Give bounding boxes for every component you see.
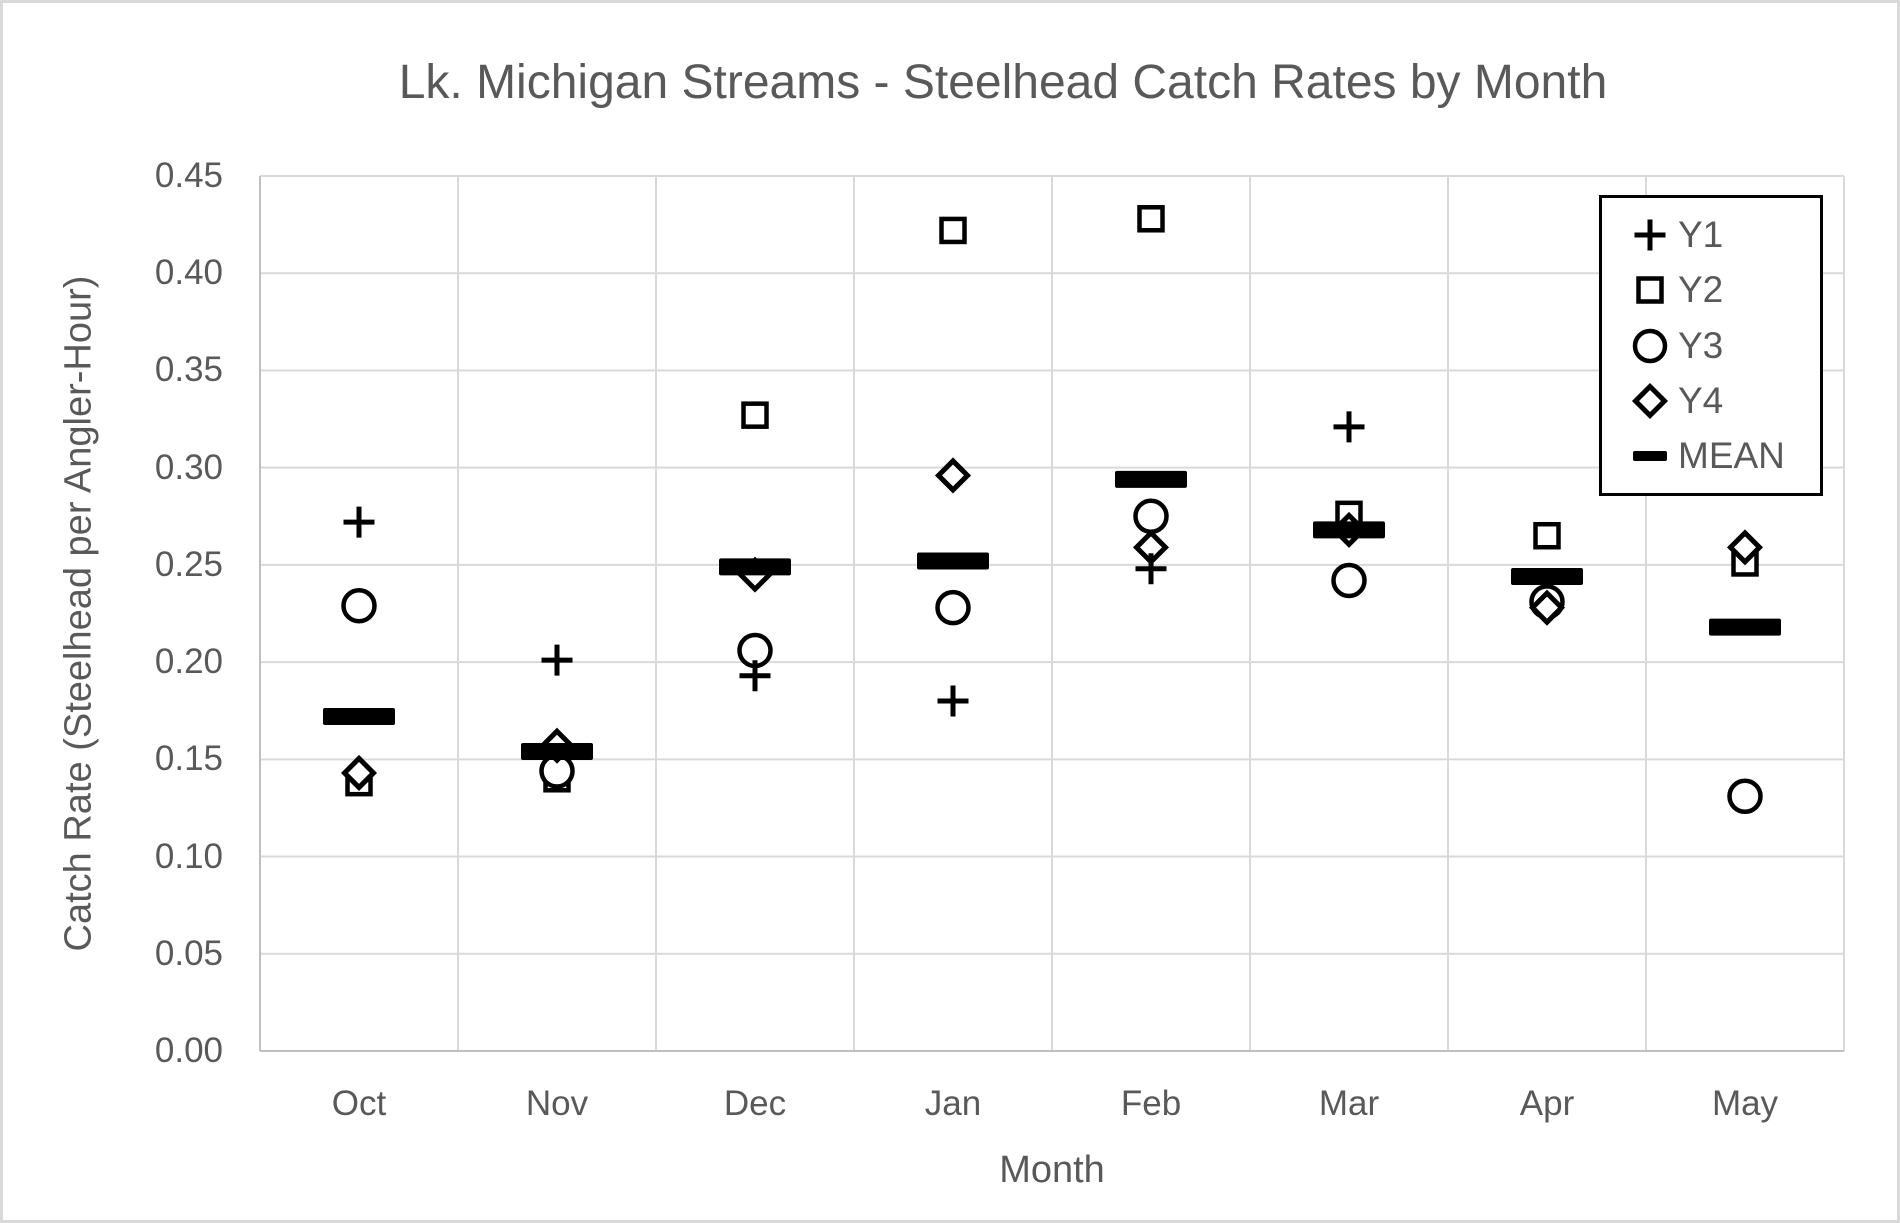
- legend-item-y2: Y2: [1628, 265, 1820, 315]
- marker-mean: [1511, 568, 1583, 586]
- marker-y4: [934, 457, 972, 494]
- marker-y1: [1333, 411, 1365, 443]
- marker-y1: [343, 506, 375, 538]
- square-marker-icon: [1636, 276, 1664, 304]
- marker-y3: [1727, 778, 1763, 815]
- marker-y4: [340, 754, 378, 791]
- plus-marker-icon: [1634, 219, 1666, 251]
- marker-y4: [1726, 529, 1764, 566]
- x-tick-label: Mar: [1318, 1084, 1380, 1123]
- circle-marker-icon: [1632, 328, 1668, 363]
- marker-y1: [1135, 553, 1167, 585]
- legend-item-y3: Y3: [1628, 321, 1820, 371]
- legend-label: MEAN: [1678, 435, 1785, 476]
- y-tick-label: 0.05: [154, 933, 223, 973]
- x-tick-label: Nov: [525, 1084, 589, 1123]
- x-tick-label: Jan: [924, 1084, 982, 1123]
- marker-mean: [917, 552, 989, 570]
- marker-y2: [1137, 205, 1165, 233]
- x-tick-label: Dec: [723, 1084, 787, 1123]
- marker-y1: [739, 660, 771, 692]
- y-tick-label: 0.40: [154, 253, 223, 293]
- marker-mean: [1115, 470, 1187, 488]
- legend: Y1 Y2 Y3 Y4 MEAN: [1599, 195, 1823, 496]
- plot-area: [259, 175, 1845, 1052]
- marker-y3: [1331, 562, 1367, 599]
- x-tick-label: Apr: [1519, 1084, 1575, 1123]
- x-tick-label: May: [1711, 1084, 1779, 1123]
- marker-mean: [1709, 618, 1781, 636]
- legend-label: Y4: [1678, 379, 1724, 421]
- legend-item-y1: Y1: [1628, 210, 1820, 260]
- legend-item-y4: Y4: [1628, 376, 1820, 426]
- y-tick-label: 0.00: [154, 1031, 223, 1070]
- legend-label: Y3: [1678, 324, 1724, 366]
- x-tick-label: Oct: [331, 1084, 387, 1123]
- y-tick-label: 0.20: [154, 642, 223, 682]
- marker-y1: [937, 685, 969, 717]
- y-tick-label: 0.25: [154, 544, 223, 584]
- marker-y3: [341, 587, 377, 624]
- marker-y3: [935, 589, 971, 626]
- legend-item-mean: MEAN: [1628, 431, 1820, 481]
- dash-marker-icon: [1633, 451, 1667, 461]
- legend-label: Y2: [1678, 269, 1724, 311]
- legend-label: Y1: [1678, 214, 1724, 255]
- diamond-marker-icon: [1631, 382, 1669, 419]
- marker-y1: [541, 644, 573, 676]
- chart-title: Lk. Michigan Streams - Steelhead Catch R…: [398, 56, 1608, 109]
- y-tick-label: 0.30: [154, 447, 223, 487]
- y-tick-label: 0.45: [154, 156, 223, 195]
- x-axis-title: Month: [999, 1149, 1105, 1191]
- x-tick-label: Feb: [1120, 1084, 1182, 1123]
- marker-y3: [1133, 498, 1169, 535]
- marker-mean: [1313, 521, 1385, 539]
- marker-y2: [939, 216, 967, 245]
- y-tick-label: 0.10: [154, 836, 223, 876]
- marker-y2: [1533, 521, 1561, 550]
- marker-mean: [521, 743, 593, 761]
- marker-y4: [1528, 589, 1566, 626]
- marker-y2: [741, 401, 769, 429]
- marker-mean: [323, 708, 395, 726]
- y-tick-label: 0.15: [154, 739, 223, 779]
- y-tick-label: 0.35: [154, 350, 223, 390]
- marker-mean: [719, 558, 791, 576]
